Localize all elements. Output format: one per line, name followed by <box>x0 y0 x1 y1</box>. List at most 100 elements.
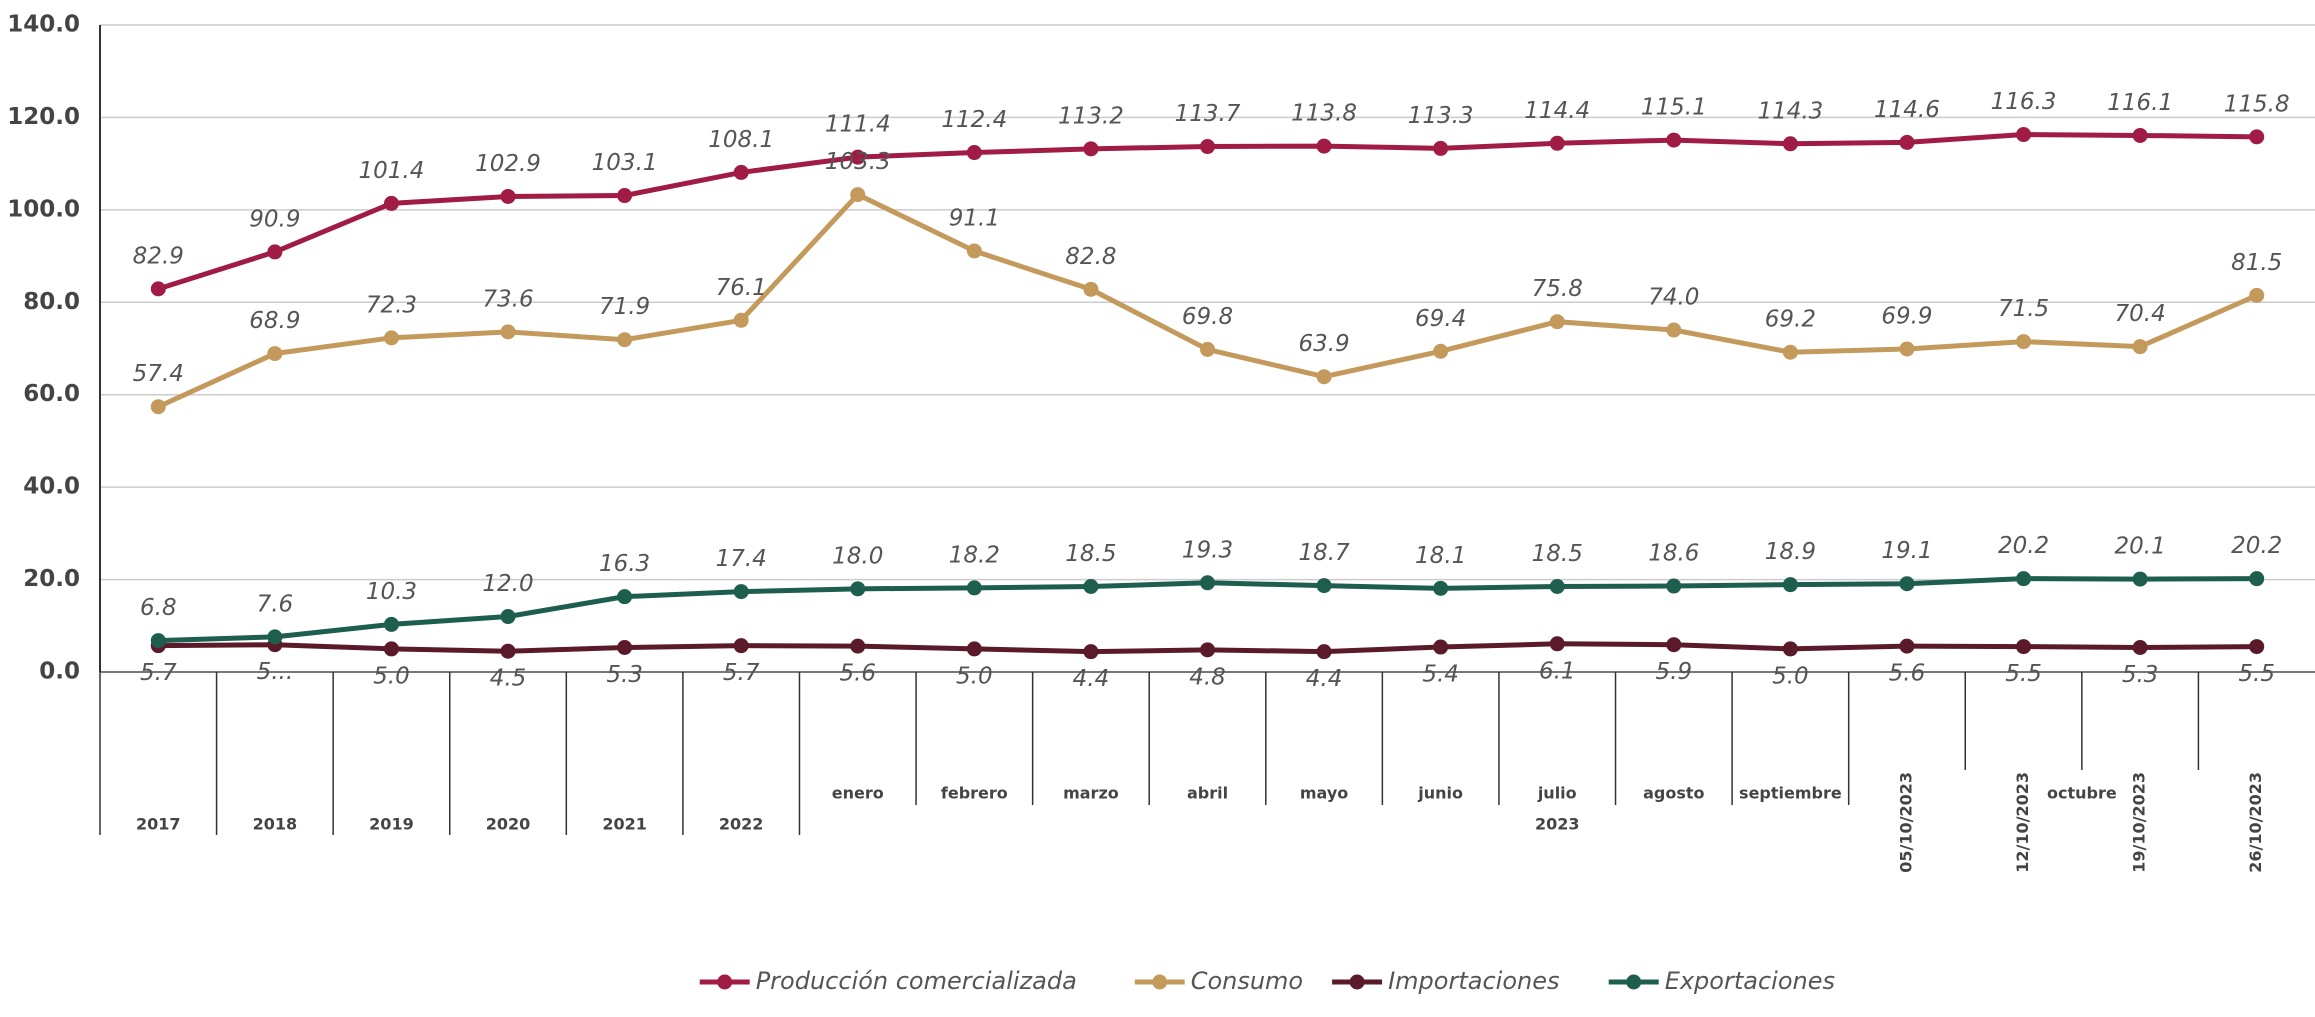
value-label: 69.9 <box>1881 303 1932 329</box>
value-label: 69.4 <box>1415 306 1466 332</box>
legend-label: Importaciones <box>1388 967 1559 995</box>
data-point <box>2249 639 2265 655</box>
value-label: 5... <box>257 659 294 685</box>
value-label: 5.0 <box>956 663 993 689</box>
legend-marker <box>1626 974 1642 990</box>
value-label: 18.2 <box>949 542 1000 568</box>
value-label: 20.1 <box>2115 534 2166 560</box>
data-point <box>2249 129 2265 145</box>
data-point <box>1083 141 1099 157</box>
value-label: 5.3 <box>2122 662 2159 688</box>
value-label: 103.1 <box>592 150 658 176</box>
value-label: 115.8 <box>2224 91 2290 117</box>
data-point <box>1666 132 1682 148</box>
value-label: 17.4 <box>716 546 767 572</box>
data-point <box>2249 571 2265 587</box>
x-tick-label: 05/10/2023 <box>1896 772 1915 873</box>
value-label: 116.3 <box>1991 89 2057 115</box>
data-point <box>850 149 866 165</box>
value-label: 4.4 <box>1306 666 1343 692</box>
value-label: 116.1 <box>2107 90 2173 116</box>
data-point <box>267 629 283 645</box>
x-tick-label: 2021 <box>602 815 647 834</box>
value-label: 73.6 <box>482 286 533 312</box>
data-point <box>1899 341 1915 357</box>
data-point <box>1549 636 1565 652</box>
data-point <box>1083 579 1099 595</box>
data-point <box>1549 314 1565 330</box>
data-point <box>2249 287 2265 303</box>
data-point <box>1200 139 1215 155</box>
legend-label: Producción comercializada <box>756 967 1077 995</box>
y-tick-label: 60.0 <box>23 381 80 407</box>
value-label: 6.8 <box>140 595 177 621</box>
x-tick-label: 2018 <box>253 815 298 834</box>
value-label: 4.8 <box>1189 664 1226 690</box>
x-tick-label: 19/10/2023 <box>2130 772 2149 873</box>
y-tick-label: 80.0 <box>23 289 80 315</box>
x-tick-label: abril <box>1187 784 1228 803</box>
value-label: 5.0 <box>373 663 410 689</box>
data-point <box>617 589 633 605</box>
y-tick-label: 40.0 <box>23 474 80 500</box>
data-point <box>150 399 166 415</box>
data-point <box>733 638 749 654</box>
data-point <box>1433 580 1449 596</box>
y-tick-label: 120.0 <box>7 104 80 130</box>
value-label: 18.9 <box>1765 539 1816 565</box>
value-label: 103.3 <box>825 149 891 175</box>
value-label: 12.0 <box>482 571 533 597</box>
value-label: 113.2 <box>1058 103 1124 129</box>
data-point <box>850 187 866 203</box>
series-line <box>157 132 2257 292</box>
value-label: 82.8 <box>1065 244 1116 270</box>
data-point <box>2016 334 2032 350</box>
value-label: 69.8 <box>1182 304 1233 330</box>
data-point <box>617 640 633 656</box>
value-label: 5.6 <box>1889 661 1926 687</box>
data-point <box>383 195 399 211</box>
value-label: 82.9 <box>133 243 184 269</box>
y-tick-label: 100.0 <box>7 196 80 222</box>
value-label: 5.3 <box>606 662 643 688</box>
data-point <box>1666 322 1682 338</box>
data-point <box>1899 576 1915 592</box>
data-point <box>966 145 982 161</box>
category-group-label: 2023 <box>1535 815 1580 834</box>
data-point <box>150 633 166 649</box>
x-tick-label: septiembre <box>1739 784 1842 803</box>
data-point <box>2016 127 2032 143</box>
data-point <box>1200 341 1215 357</box>
y-tick-label: 0.0 <box>39 659 80 685</box>
x-tick-label: febrero <box>941 784 1008 803</box>
x-tick-label: enero <box>832 784 884 803</box>
value-label: 63.9 <box>1298 331 1349 357</box>
data-point <box>1316 644 1332 660</box>
value-label: 5.9 <box>1656 659 1693 685</box>
value-label: 76.1 <box>716 275 767 301</box>
value-label: 114.4 <box>1524 98 1590 124</box>
data-point <box>1899 134 1915 150</box>
data-point <box>1899 638 1915 654</box>
data-point <box>1433 639 1449 655</box>
value-label: 4.5 <box>490 666 527 692</box>
value-label: 57.4 <box>133 361 184 387</box>
value-label: 18.1 <box>1415 543 1466 569</box>
value-label: 5.5 <box>2005 661 2042 687</box>
legend-marker <box>1152 974 1168 990</box>
data-point <box>1549 579 1565 595</box>
value-label: 74.0 <box>1648 285 1699 311</box>
data-point <box>500 609 516 625</box>
value-label: 5.7 <box>140 660 177 686</box>
y-tick-label: 140.0 <box>7 12 80 38</box>
data-point <box>1666 637 1682 653</box>
value-label: 18.5 <box>1532 541 1583 567</box>
data-point <box>2016 639 2032 655</box>
legend-marker <box>1349 974 1365 990</box>
data-point <box>850 581 866 597</box>
value-label: 5.6 <box>839 661 876 687</box>
data-point <box>733 584 749 600</box>
data-point <box>1200 642 1215 658</box>
data-point <box>966 580 982 596</box>
